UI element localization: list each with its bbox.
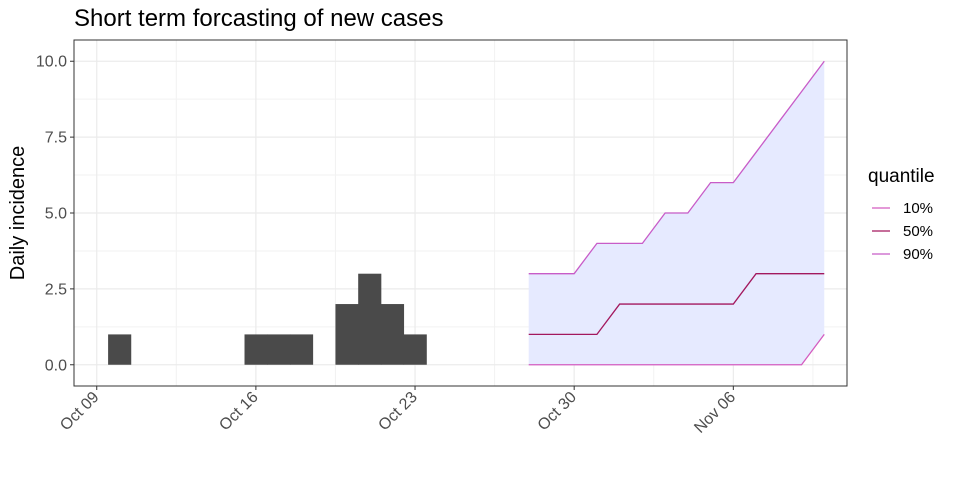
incidence-bar — [244, 334, 268, 365]
y-axis: 0.0 2.5 5.0 7.5 10.0 — [36, 54, 74, 374]
y-tick-label: 7.5 — [45, 130, 67, 147]
y-axis-label: Daily incidence — [7, 146, 29, 281]
legend: quantile 10% 50% 90% — [868, 166, 935, 263]
x-tick-label: Oct 16 — [216, 389, 261, 434]
x-tick-label: Nov 06 — [691, 389, 739, 437]
legend-entry-label: 50% — [903, 223, 933, 240]
incidence-bar — [267, 334, 291, 365]
incidence-bar — [403, 334, 427, 365]
x-tick-label: Oct 09 — [57, 389, 102, 434]
incidence-bar — [358, 273, 382, 365]
legend-entry-label: 10% — [903, 200, 933, 217]
y-tick-label: 0.0 — [45, 357, 67, 374]
x-tick-label: Oct 30 — [535, 389, 580, 434]
x-axis: Oct 09 Oct 16 Oct 23 Oct 30 Nov 06 — [57, 386, 739, 437]
incidence-bar — [380, 304, 405, 365]
y-tick-label: 10.0 — [36, 54, 67, 71]
y-tick-label: 5.0 — [45, 206, 67, 223]
quantile-lines — [528, 60, 825, 366]
y-tick-label: 2.5 — [45, 281, 67, 298]
chart-title: Short term forcasting of new cases — [74, 5, 444, 32]
incidence-bar — [108, 334, 132, 365]
incidence-bar — [335, 304, 359, 365]
legend-entry-label: 90% — [903, 246, 933, 263]
quantile-line — [528, 273, 825, 336]
quantile-line — [528, 60, 825, 275]
legend-title: quantile — [868, 166, 935, 187]
incidence-bars — [108, 273, 427, 365]
incidence-bar — [289, 334, 314, 365]
quantile-line — [528, 334, 825, 366]
x-tick-label: Oct 23 — [376, 389, 421, 434]
